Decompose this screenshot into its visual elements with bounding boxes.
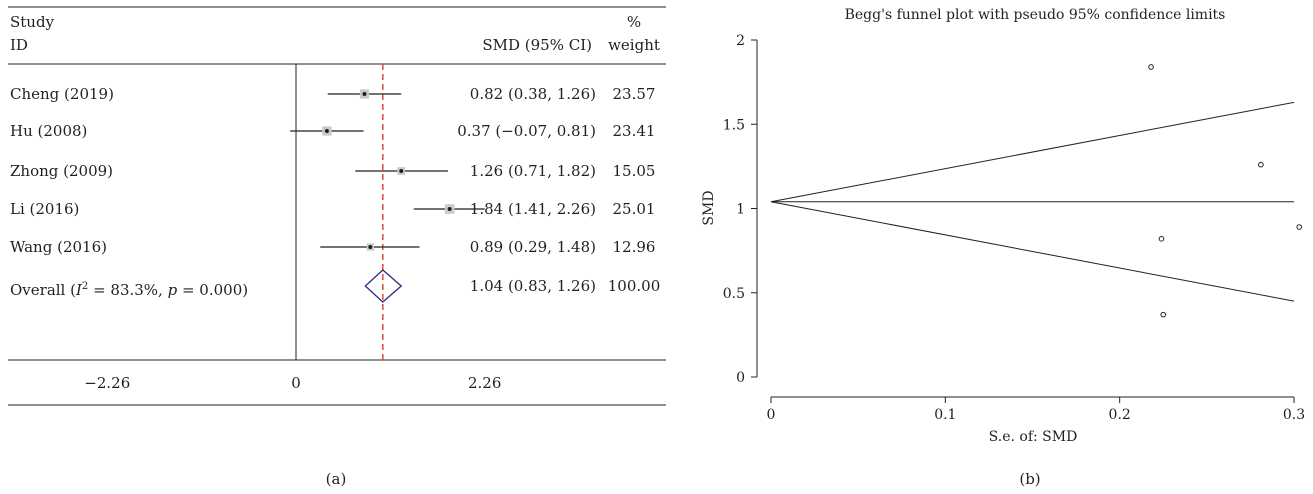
header-weight: weight	[608, 36, 660, 54]
funnel-x-tick-label: 0.2	[1109, 407, 1131, 423]
funnel-y-tick-label: 2	[736, 33, 745, 49]
forest-x-tick-label: 0	[291, 374, 301, 392]
panel-b-label: (b)	[1019, 470, 1040, 488]
study-ci-text: 1.26 (0.71, 1.82)	[470, 162, 596, 180]
overall-i2-superscript: 2	[82, 281, 88, 292]
funnel-x-tick-label: 0.3	[1283, 407, 1305, 423]
overall-label: Overall (I2 = 83.3%, p = 0.000)	[10, 281, 248, 299]
study-weight-text: 23.41	[613, 122, 656, 140]
panel-a-label: (a)	[326, 470, 347, 488]
study-ci-text: 0.37 (−0.07, 0.81)	[457, 122, 596, 140]
study-weight-text: 15.05	[613, 162, 656, 180]
study-label: Zhong (2009)	[10, 162, 113, 180]
study-ci-text: 1.84 (1.41, 2.26)	[470, 200, 596, 218]
header-study: Study	[10, 13, 55, 31]
upper-confidence-limit	[770, 101, 1295, 203]
overall-prefix: Overall (	[10, 281, 76, 299]
study-point	[1160, 311, 1167, 318]
forest-x-tick-label: 2.26	[468, 374, 501, 392]
funnel-y-tick-label: 1.5	[723, 117, 745, 133]
funnel-y-tick-label: 0	[736, 370, 745, 386]
study-weight-text: 23.57	[613, 85, 656, 103]
study-ci-text: 0.82 (0.38, 1.26)	[470, 85, 596, 103]
forest-text: Cheng (2019) 0.82 (0.38, 1.26) 23.57 Hu (20…	[10, 85, 660, 392]
overall-p-symbol: p	[168, 281, 178, 299]
point-estimate	[399, 169, 404, 173]
study-point	[1258, 161, 1264, 168]
study-label: Wang (2016)	[10, 238, 107, 256]
funnel-y-label: SMD	[701, 190, 717, 225]
overall-i2-value: = 83.3%,	[88, 281, 167, 299]
study-label: Li (2016)	[10, 200, 79, 218]
header-id: ID	[10, 36, 28, 54]
funnel-title: Begg's funnel plot with pseudo 95% confi…	[845, 7, 1226, 23]
funnel-x-tick-label: 0	[767, 407, 776, 423]
study-point	[1158, 236, 1165, 242]
study-point	[1296, 224, 1303, 230]
study-weight-text: 12.96	[613, 238, 656, 256]
study-ci-text: 0.89 (0.29, 1.48)	[470, 238, 596, 256]
funnel-marks: 0 0.5 1 1.5 2 0 0.1 0.2 0.3	[723, 33, 1305, 423]
overall-p-value: = 0.000)	[177, 281, 248, 299]
study-point	[1148, 64, 1154, 70]
overall-ci-text: 1.04 (0.83, 1.26)	[470, 277, 596, 295]
point-estimate	[447, 207, 452, 211]
funnel-y-tick-label: 1	[736, 202, 745, 218]
funnel-x-label: S.e. of: SMD	[989, 429, 1078, 445]
study-label: Cheng (2019)	[10, 85, 114, 103]
study-label: Hu (2008)	[10, 122, 87, 140]
point-estimate	[368, 245, 373, 249]
funnel-plot-panel: Begg's funnel plot with pseudo 95% confi…	[701, 7, 1305, 488]
study-weight-text: 25.01	[613, 200, 656, 218]
funnel-x-tick-label: 0.1	[934, 407, 956, 423]
forest-marks	[290, 64, 485, 360]
header-percent: %	[627, 13, 641, 31]
overall-weight-text: 100.00	[608, 277, 661, 295]
point-estimate	[324, 129, 329, 133]
lower-confidence-limit	[770, 201, 1295, 302]
forest-plot-panel: Study ID SMD (95% CI) % weight Cheng (20…	[8, 6, 666, 488]
header-smd-ci: SMD (95% CI)	[482, 36, 592, 54]
overall-diamond	[364, 269, 403, 303]
overall-i-symbol: I	[75, 281, 83, 299]
point-estimate	[362, 92, 367, 96]
funnel-y-tick-label: 0.5	[723, 286, 745, 302]
forest-x-tick-label: −2.26	[84, 374, 130, 392]
